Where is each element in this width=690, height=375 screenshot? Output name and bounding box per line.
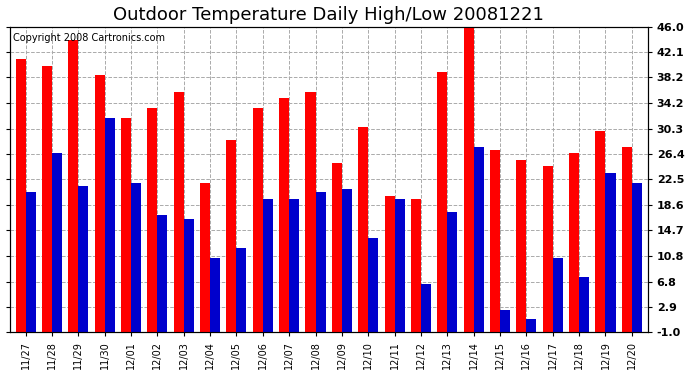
- Title: Outdoor Temperature Daily High/Low 20081221: Outdoor Temperature Daily High/Low 20081…: [113, 6, 544, 24]
- Text: Copyright 2008 Cartronics.com: Copyright 2008 Cartronics.com: [13, 33, 165, 43]
- Bar: [315, 192, 326, 332]
- Bar: [473, 147, 484, 332]
- Bar: [253, 108, 263, 332]
- Bar: [226, 140, 237, 332]
- Bar: [526, 320, 536, 332]
- Bar: [157, 215, 168, 332]
- Bar: [500, 310, 510, 332]
- Bar: [279, 98, 289, 332]
- Bar: [421, 284, 431, 332]
- Bar: [68, 39, 78, 332]
- Bar: [368, 238, 378, 332]
- Bar: [148, 108, 157, 332]
- Bar: [52, 153, 62, 332]
- Bar: [95, 75, 105, 332]
- Bar: [15, 59, 26, 332]
- Bar: [543, 166, 553, 332]
- Bar: [490, 150, 500, 332]
- Bar: [595, 130, 606, 332]
- Bar: [184, 219, 194, 332]
- Bar: [78, 186, 88, 332]
- Bar: [516, 160, 526, 332]
- Bar: [622, 147, 632, 332]
- Bar: [210, 258, 220, 332]
- Bar: [358, 128, 368, 332]
- Bar: [306, 92, 315, 332]
- Bar: [121, 118, 131, 332]
- Bar: [342, 189, 352, 332]
- Bar: [395, 199, 404, 332]
- Bar: [332, 163, 342, 332]
- Bar: [131, 183, 141, 332]
- Bar: [263, 199, 273, 332]
- Bar: [569, 153, 579, 332]
- Bar: [606, 173, 615, 332]
- Bar: [174, 92, 184, 332]
- Bar: [411, 199, 421, 332]
- Bar: [464, 27, 473, 332]
- Bar: [105, 118, 115, 332]
- Bar: [200, 183, 210, 332]
- Bar: [237, 248, 246, 332]
- Bar: [289, 199, 299, 332]
- Bar: [553, 258, 563, 332]
- Bar: [447, 212, 457, 332]
- Bar: [579, 277, 589, 332]
- Bar: [632, 183, 642, 332]
- Bar: [42, 66, 52, 332]
- Bar: [384, 196, 395, 332]
- Bar: [26, 192, 36, 332]
- Bar: [437, 72, 447, 332]
